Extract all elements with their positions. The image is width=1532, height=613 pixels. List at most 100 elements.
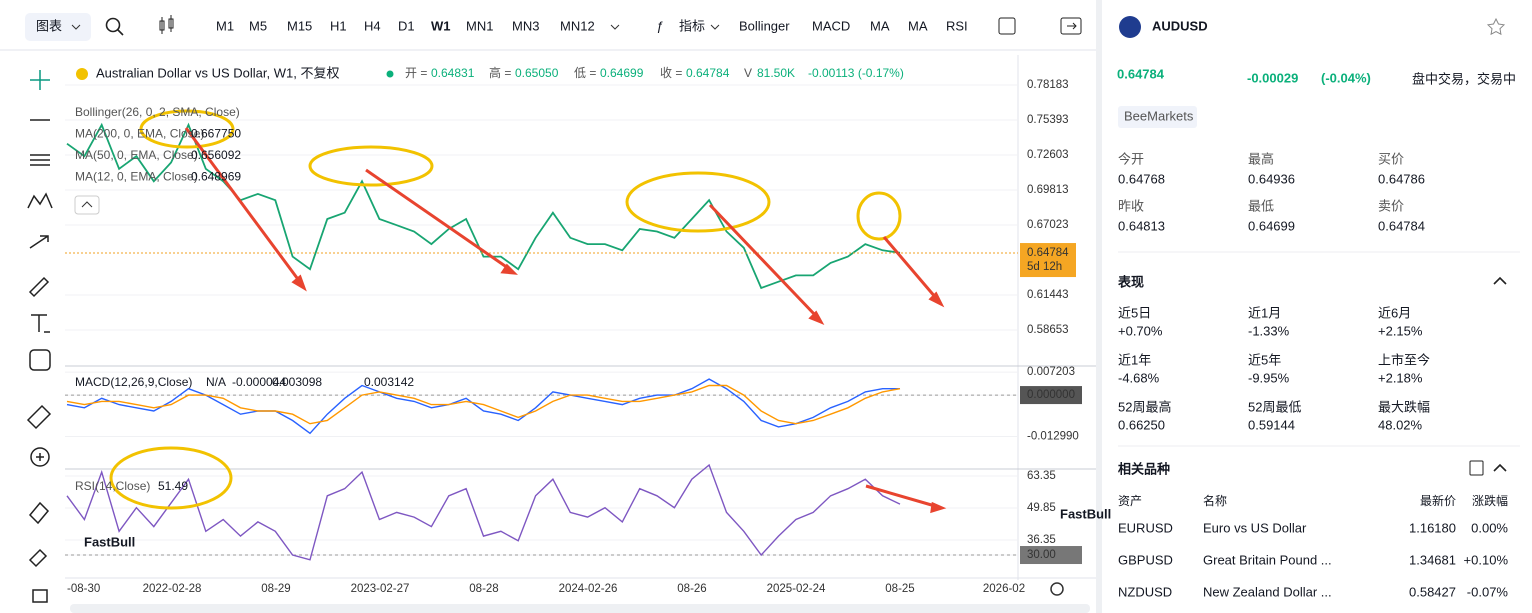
x-tick-label: -08-30 (67, 583, 100, 595)
scrollbar[interactable] (70, 604, 1090, 613)
candle-icon[interactable] (159, 15, 174, 34)
indicators-button[interactable]: 指标 (679, 18, 705, 33)
x-tick-label: 2026-02 (983, 583, 1025, 595)
table-cell: New Zealand Dollar ... (1203, 584, 1332, 599)
table-header: 资产 (1118, 494, 1142, 508)
x-tick-label: 08-25 (885, 583, 914, 595)
legend-title: Australian Dollar vs US Dollar, W1, 不复权 (96, 65, 339, 80)
axis-highlight (1020, 546, 1082, 565)
perf-label: 最大跌幅 (1378, 399, 1430, 414)
interval-button[interactable]: W1 (431, 18, 451, 33)
interval-button[interactable]: H4 (364, 18, 381, 33)
legend-item: 开 = (405, 66, 427, 80)
indicator-value: 0.648969 (191, 170, 241, 184)
y-tick-label: 0.000000 (1027, 389, 1075, 401)
collapse-icon[interactable] (1493, 463, 1507, 472)
series-line (66, 384, 901, 425)
y-tick-label: 0.67023 (1027, 219, 1069, 231)
search-icon[interactable] (105, 17, 121, 33)
macd-legend: N/A (206, 375, 226, 389)
series-line (66, 122, 901, 290)
favorite-icon[interactable] (1486, 17, 1506, 36)
chevron (81, 201, 93, 208)
macd-legend: -0.000044 (232, 375, 286, 389)
section-title: 相关品种 (1118, 461, 1170, 476)
y-tick-label: 30.00 (1027, 549, 1056, 561)
symbol-icon (76, 68, 88, 80)
perf-value: +2.15% (1378, 323, 1423, 338)
arrow (1067, 22, 1077, 30)
flag-icon (1119, 16, 1141, 38)
indicator-legend: Bollinger(26, 0, 2, SMA, Close) (75, 105, 240, 119)
y-tick-label: 0.75393 (1027, 114, 1069, 126)
interval-button[interactable]: M1 (216, 18, 234, 33)
rsi-legend: RSI(14,Close) (75, 479, 150, 493)
table-cell[interactable]: NZDUSD (1118, 584, 1172, 599)
interval-button[interactable]: MN12 (560, 18, 595, 33)
settings-icon[interactable] (1050, 582, 1064, 596)
chevron (710, 24, 720, 30)
broker: BeeMarkets (1124, 108, 1194, 123)
table-header: 涨跌幅 (1472, 493, 1508, 508)
table-cell: 1.34681 (1409, 552, 1456, 567)
indicator-legend: MA(200, 0, EMA, Close) (75, 127, 204, 141)
change: -0.00029 (1247, 70, 1298, 85)
interval-button[interactable]: H1 (330, 18, 347, 33)
stat-label: 买价 (1378, 151, 1404, 166)
perf-label: 52周最低 (1248, 399, 1301, 414)
x-tick-label: 08-26 (677, 583, 706, 595)
list-icon[interactable] (1469, 460, 1484, 476)
indicator-button[interactable]: RSI (946, 18, 968, 33)
indicator-button[interactable]: MACD (812, 18, 850, 33)
annotation-circles (109, 109, 902, 510)
indicator-button[interactable]: Bollinger (739, 18, 790, 33)
collapse-button[interactable] (74, 195, 100, 215)
collapse-icon[interactable] (1493, 276, 1507, 285)
x-tick-label: 08-29 (261, 583, 290, 595)
last-price-box (1020, 243, 1076, 278)
y-tick-label: 0.58653 (1027, 324, 1069, 336)
legend-item: 0.64699 (600, 66, 644, 80)
perf-value: +0.70% (1118, 323, 1163, 338)
indicator-legend: MA(12, 0, EMA, Close) (75, 170, 198, 184)
indicator-legend: MA(50, 0, EMA, Close) (75, 148, 198, 162)
y-tick-label: 0.69813 (1027, 184, 1069, 196)
panel-toggle-icon[interactable] (1060, 17, 1082, 35)
macd-legend: MACD(12,26,9,Close) (75, 375, 192, 389)
table-cell[interactable]: EURUSD (1118, 520, 1173, 535)
perf-label: 近1月 (1248, 305, 1281, 320)
axis-highlight (1020, 386, 1082, 405)
section-title: 表现 (1117, 274, 1144, 289)
interval-button[interactable]: MN3 (512, 18, 539, 33)
macd-legend: 0.003142 (364, 375, 414, 389)
x-tick-label: 2025-02-24 (767, 583, 826, 595)
table-cell[interactable]: GBPUSD (1118, 552, 1173, 567)
stat-value: 0.64936 (1248, 171, 1295, 186)
y-tick-label: 49.85 (1027, 502, 1056, 514)
search-icon (117, 29, 124, 36)
x-tick-label: 2022-02-28 (143, 583, 202, 595)
legend-item: V (744, 66, 752, 80)
perf-value: 0.59144 (1248, 417, 1295, 432)
price: 0.64784 (1117, 66, 1165, 81)
y-tick-label: 63.35 (1027, 470, 1056, 482)
chevron (71, 24, 81, 30)
legend-item: 0.65050 (515, 66, 559, 80)
stat-label: 最高 (1248, 151, 1274, 166)
chevron (610, 24, 620, 30)
interval-button[interactable]: D1 (398, 18, 415, 33)
indicator-button[interactable]: MA (870, 18, 890, 33)
interval-button[interactable]: M15 (287, 18, 312, 33)
stat-value: 0.64786 (1378, 171, 1425, 186)
interval-button[interactable]: M5 (249, 18, 267, 33)
y-tick-label: 0.007203 (1027, 366, 1075, 378)
perf-value: -9.95% (1248, 370, 1290, 385)
indicator-button[interactable]: MA (908, 18, 928, 33)
stat-value: 0.64813 (1118, 218, 1165, 233)
table-cell: 1.16180 (1409, 520, 1456, 535)
chart-menu[interactable] (25, 13, 91, 41)
layout-icon[interactable] (998, 17, 1016, 35)
interval-button[interactable]: MN1 (466, 18, 493, 33)
chart-menu-label: 图表 (36, 18, 62, 33)
